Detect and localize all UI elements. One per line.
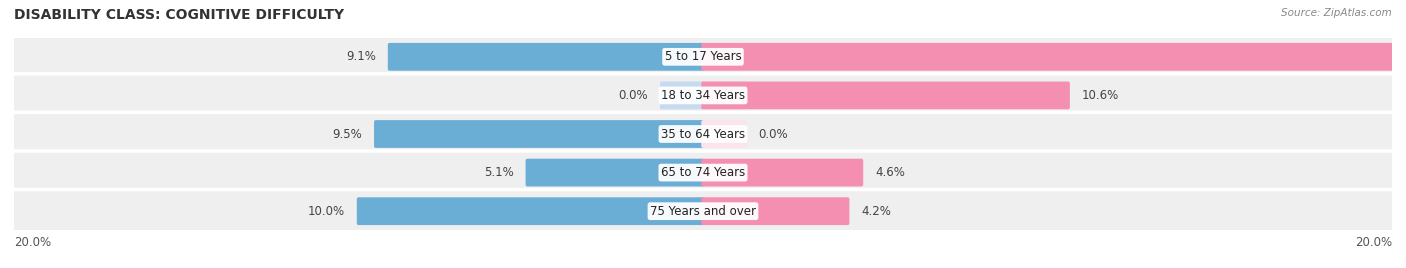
Text: 5 to 17 Years: 5 to 17 Years [665, 50, 741, 63]
Text: 18 to 34 Years: 18 to 34 Years [661, 89, 745, 102]
Text: 4.6%: 4.6% [875, 166, 905, 179]
FancyBboxPatch shape [8, 74, 1398, 117]
Text: 9.5%: 9.5% [332, 128, 361, 140]
FancyBboxPatch shape [526, 159, 704, 187]
FancyBboxPatch shape [702, 197, 849, 225]
Text: DISABILITY CLASS: COGNITIVE DIFFICULTY: DISABILITY CLASS: COGNITIVE DIFFICULTY [14, 8, 344, 22]
FancyBboxPatch shape [8, 189, 1398, 233]
Text: 10.6%: 10.6% [1083, 89, 1119, 102]
Text: Source: ZipAtlas.com: Source: ZipAtlas.com [1281, 8, 1392, 18]
Text: 10.0%: 10.0% [308, 205, 344, 218]
FancyBboxPatch shape [8, 35, 1398, 79]
Text: 20.0%: 20.0% [1355, 236, 1392, 249]
Text: 35 to 64 Years: 35 to 64 Years [661, 128, 745, 140]
Text: 5.1%: 5.1% [484, 166, 513, 179]
FancyBboxPatch shape [8, 112, 1398, 156]
FancyBboxPatch shape [702, 43, 1393, 71]
FancyBboxPatch shape [702, 81, 1070, 109]
Text: 4.2%: 4.2% [862, 205, 891, 218]
FancyBboxPatch shape [659, 81, 704, 109]
FancyBboxPatch shape [357, 197, 704, 225]
Text: 65 to 74 Years: 65 to 74 Years [661, 166, 745, 179]
Text: 75 Years and over: 75 Years and over [650, 205, 756, 218]
Text: 0.0%: 0.0% [619, 89, 648, 102]
FancyBboxPatch shape [702, 120, 747, 148]
FancyBboxPatch shape [702, 159, 863, 187]
FancyBboxPatch shape [374, 120, 704, 148]
Text: 9.1%: 9.1% [346, 50, 375, 63]
Text: 20.0%: 20.0% [14, 236, 51, 249]
Text: 0.0%: 0.0% [758, 128, 787, 140]
FancyBboxPatch shape [388, 43, 704, 71]
FancyBboxPatch shape [8, 151, 1398, 194]
